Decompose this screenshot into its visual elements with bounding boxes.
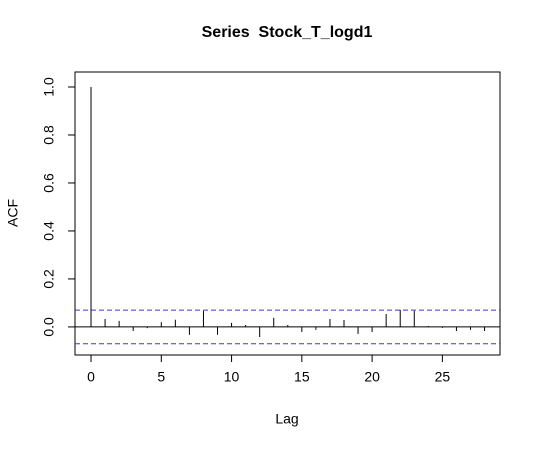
plot-frame — [74, 71, 501, 356]
y-tick-label: 0.2 — [41, 269, 57, 289]
x-tick-label: 15 — [294, 369, 310, 385]
x-tick-label: 0 — [87, 369, 95, 385]
y-tick-label: 0.6 — [41, 173, 57, 193]
x-tick-label: 25 — [435, 369, 451, 385]
y-tick-label: 0.8 — [41, 125, 57, 145]
x-tick-label: 5 — [157, 369, 165, 385]
y-axis-label: ACF — [5, 199, 21, 227]
x-axis-label: Lag — [275, 411, 298, 427]
x-tick-label: 20 — [364, 369, 380, 385]
y-tick-label: 1.0 — [41, 77, 57, 97]
x-tick-label: 10 — [224, 369, 240, 385]
y-tick-label: 0.0 — [41, 317, 57, 337]
chart-title: Series Stock_T_logd1 — [202, 24, 373, 41]
y-tick-label: 0.4 — [41, 221, 57, 241]
